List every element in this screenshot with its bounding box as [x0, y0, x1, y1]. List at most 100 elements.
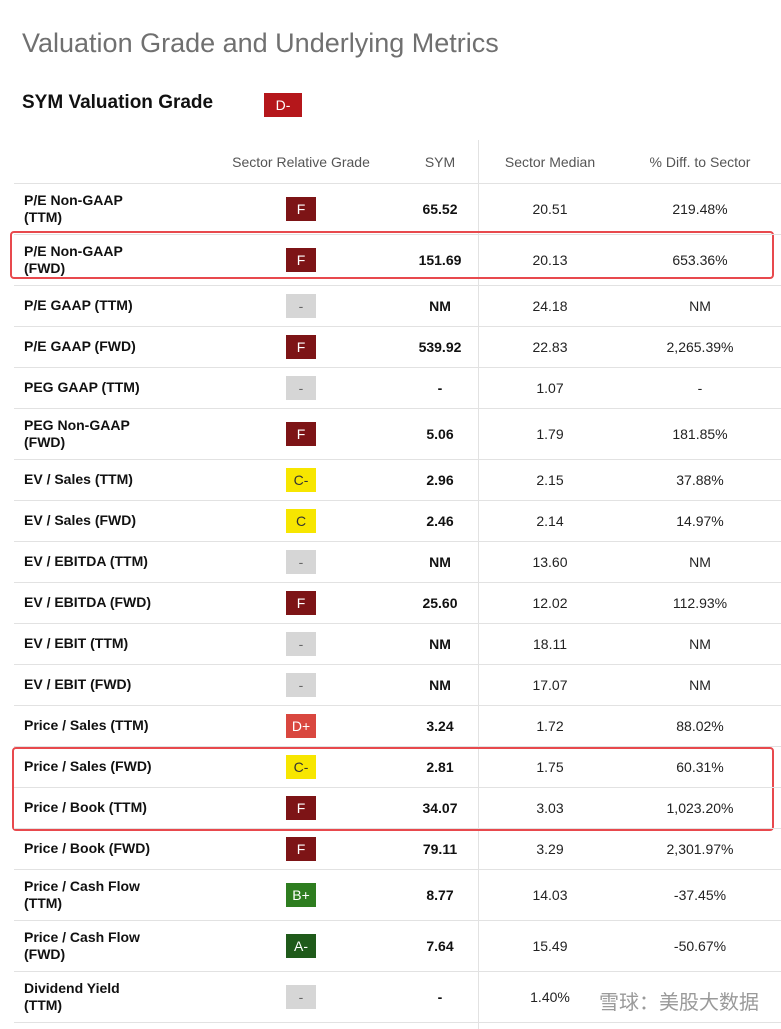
- table-cell: 17.07: [532, 676, 568, 693]
- page-title: Valuation Grade and Underlying Metrics: [22, 28, 499, 58]
- metric-label: PEG GAAP (TTM): [24, 379, 140, 395]
- table-cell: 2.15: [536, 471, 564, 488]
- row-divider: [14, 787, 781, 788]
- metric-label: Price / Book (TTM): [24, 799, 147, 815]
- metric-label: P/E GAAP (FWD): [24, 338, 136, 354]
- metric-label: EV / EBITDA (TTM): [24, 553, 148, 569]
- table-cell: 1,023.20%: [666, 799, 734, 816]
- table-cell: 112.93%: [672, 594, 728, 611]
- grade-badge: -: [286, 631, 316, 656]
- row-divider: [14, 869, 781, 870]
- metric-label: EV / EBIT (TTM): [24, 635, 129, 651]
- metric-label: P/E Non-GAAP (TTM): [24, 191, 123, 225]
- row-divider: [14, 920, 781, 921]
- metric-label: Price / Book (FWD): [24, 840, 151, 856]
- table-cell: 24.18: [532, 297, 568, 314]
- grade-badge: F: [286, 795, 316, 820]
- table-cell: 1.75: [536, 758, 564, 775]
- metric-label: P/E GAAP (TTM): [24, 297, 133, 313]
- metric-label: EV / Sales (TTM): [24, 471, 133, 487]
- table-cell: 88.02%: [676, 717, 724, 734]
- table-cell: 60.31%: [676, 758, 724, 775]
- row-divider: [14, 234, 781, 235]
- metric-label: EV / Sales (FWD): [24, 512, 137, 528]
- table-cell: 79.11: [422, 840, 458, 857]
- grade-badge: A-: [286, 933, 316, 958]
- metric-label: P/E Non-GAAP (FWD): [24, 242, 123, 276]
- table-cell: 539.92: [418, 338, 462, 355]
- column-header: Sector Relative Grade: [232, 153, 370, 170]
- grade-badge: F: [286, 247, 316, 272]
- grade-badge: -: [286, 984, 316, 1009]
- table-cell: 14.03: [532, 886, 568, 903]
- grade-label: SYM Valuation Grade: [22, 92, 214, 113]
- table-cell: 65.52: [422, 200, 458, 217]
- table-cell: 37.88%: [676, 471, 724, 488]
- row-divider: [14, 326, 781, 327]
- table-cell: 653.36%: [672, 251, 728, 268]
- grade-badge: F: [286, 334, 316, 359]
- table-cell: 15.49: [532, 937, 568, 954]
- row-divider: [14, 500, 781, 501]
- grade-badge: C: [286, 508, 316, 533]
- row-divider: [14, 746, 781, 747]
- grade-badge: D-: [264, 93, 302, 117]
- table-cell: NM: [429, 676, 451, 693]
- table-cell: 14.97%: [676, 512, 724, 529]
- row-divider: [14, 367, 781, 368]
- table-cell: -: [437, 379, 443, 396]
- table-cell: 1.79: [536, 425, 564, 442]
- table-cell: -: [697, 379, 703, 396]
- table-cell: NM: [689, 635, 711, 652]
- table-cell: NM: [429, 297, 451, 314]
- table-cell: NM: [689, 676, 711, 693]
- row-divider: [14, 971, 781, 972]
- metric-label: Price / Sales (TTM): [24, 717, 149, 733]
- row-divider: [14, 623, 781, 624]
- metric-label: EV / EBIT (FWD): [24, 676, 132, 692]
- row-divider: [14, 582, 781, 583]
- table-cell: 2.14: [536, 512, 564, 529]
- highlight-box: [12, 747, 774, 831]
- table-cell: 3.24: [426, 717, 454, 734]
- table-cell: 3.03: [536, 799, 564, 816]
- row-divider: [14, 664, 781, 665]
- grade-badge: -: [286, 375, 316, 400]
- table-cell: 20.13: [532, 251, 568, 268]
- metric-label: EV / EBITDA (FWD): [24, 594, 152, 610]
- row-divider: [14, 459, 781, 460]
- grade-badge: D+: [286, 713, 316, 738]
- row-divider: [14, 1022, 781, 1023]
- row-divider: [14, 541, 781, 542]
- table-cell: 1.07: [536, 379, 564, 396]
- table-cell: 1.72: [536, 717, 564, 734]
- metric-label: Dividend Yield (TTM): [24, 979, 120, 1013]
- table-cell: 34.07: [422, 799, 458, 816]
- table-cell: 181.85%: [672, 425, 728, 442]
- row-divider: [14, 183, 781, 184]
- table-cell: 3.29: [536, 840, 564, 857]
- grade-badge: F: [286, 590, 316, 615]
- watermark: 雪球：美股大数据: [599, 992, 759, 1014]
- table-cell: 25.60: [422, 594, 458, 611]
- table-cell: 20.51: [532, 200, 568, 217]
- table-cell: 8.77: [426, 886, 454, 903]
- highlight-box: [10, 231, 774, 279]
- grade-badge: F: [286, 196, 316, 221]
- metric-label: PEG Non-GAAP (FWD): [24, 416, 130, 450]
- grade-badge: F: [286, 421, 316, 446]
- table-cell: -37.45%: [673, 886, 727, 903]
- row-divider: [14, 285, 781, 286]
- column-header: SYM: [424, 153, 456, 170]
- grade-badge: -: [286, 672, 316, 697]
- table-cell: 2.96: [426, 471, 454, 488]
- table-cell: 18.11: [533, 635, 567, 652]
- grade-badge: C-: [286, 467, 316, 492]
- table-cell: 22.83: [532, 338, 568, 355]
- grade-badge: -: [286, 293, 316, 318]
- column-header: Sector Median: [504, 153, 596, 170]
- table-cell: 2,301.97%: [666, 840, 734, 857]
- metric-label: Price / Cash Flow (FWD): [24, 928, 140, 962]
- grade-badge: -: [286, 549, 316, 574]
